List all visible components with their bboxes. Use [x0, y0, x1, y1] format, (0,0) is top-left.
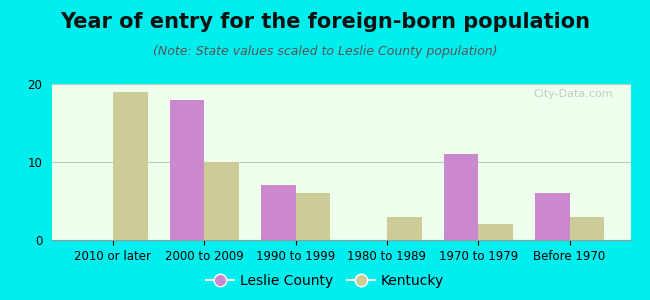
- Bar: [113, 92, 148, 240]
- Bar: [261, 185, 296, 240]
- Bar: [296, 193, 330, 240]
- Bar: [535, 193, 569, 240]
- Bar: [443, 154, 478, 240]
- Bar: [387, 217, 422, 240]
- Text: City-Data.com: City-Data.com: [534, 89, 613, 99]
- Bar: [170, 100, 204, 240]
- Text: (Note: State values scaled to Leslie County population): (Note: State values scaled to Leslie Cou…: [153, 45, 497, 58]
- Text: Year of entry for the foreign-born population: Year of entry for the foreign-born popul…: [60, 12, 590, 32]
- Bar: [478, 224, 513, 240]
- Bar: [204, 162, 239, 240]
- Bar: [569, 217, 604, 240]
- Legend: Leslie County, Kentucky: Leslie County, Kentucky: [201, 268, 449, 293]
